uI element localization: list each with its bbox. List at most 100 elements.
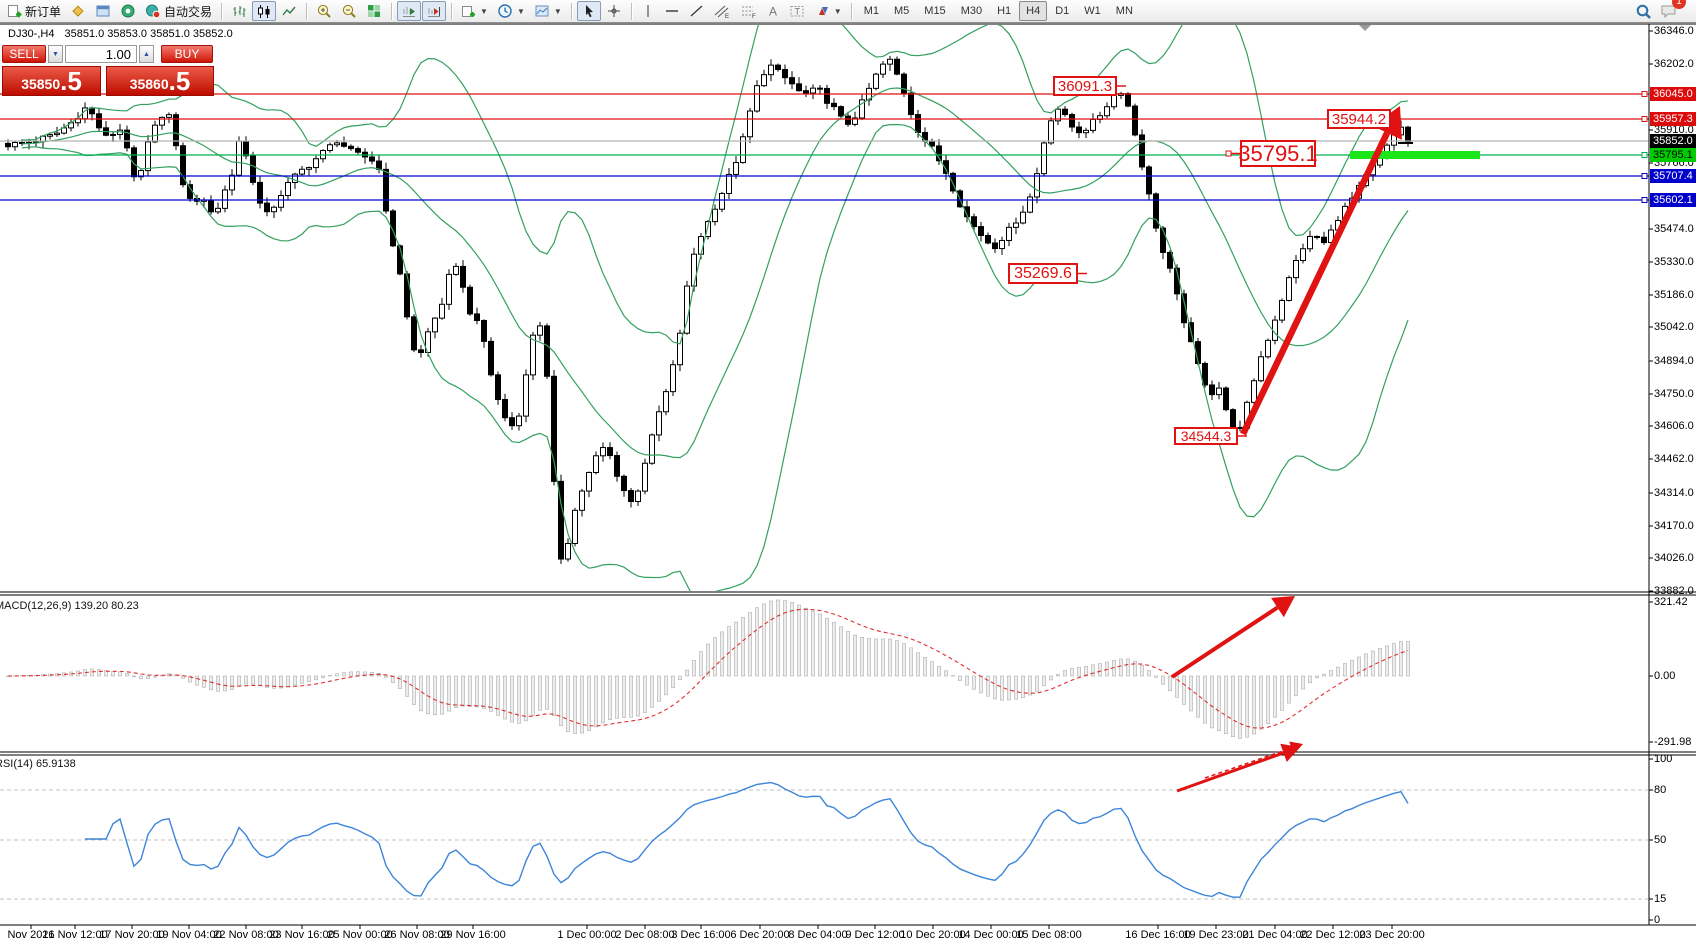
toolbar-separator [451,2,453,20]
buy-price-main: 35860 [129,76,169,92]
tf-M15[interactable]: M15 [924,5,946,17]
volume-up-button[interactable]: ▲ [139,45,154,63]
bar-chart-button[interactable] [227,1,251,21]
rsi-pane [0,781,1648,900]
vertical-line-button[interactable] [637,1,659,21]
arrows-button[interactable]: ▼ [811,1,846,21]
indicators-icon [461,4,476,19]
navigator-button[interactable] [91,1,115,21]
notifications-button[interactable]: 1 [1660,0,1686,20]
toolbar-separator [221,2,223,20]
volume-down-button[interactable]: ▼ [48,45,63,63]
symbol-ohlc-line: DJ30-,H4 35851.0 35853.0 35851.0 35852.0 [8,28,233,40]
tf-H1[interactable]: H1 [997,5,1012,17]
dropdown-caret: ▼ [553,6,562,16]
horizontal-line-icon [664,3,680,19]
periods-button[interactable]: ▼ [493,1,529,21]
trendline-icon [689,3,705,19]
cursor-icon [581,3,597,19]
tf-D1[interactable]: D1 [1055,5,1070,17]
macd-pane [6,599,1411,739]
tf-M30[interactable]: M30 [960,5,983,17]
navigator-icon [95,3,111,19]
indicators-button[interactable]: ▼ [457,1,492,21]
crosshair-button[interactable] [602,1,626,21]
templates-button[interactable]: ▼ [530,1,566,21]
trend-arrow [1289,741,1303,755]
channel-icon: E [714,3,731,19]
svg-text:E: E [725,14,729,19]
green-highlight-bar [1350,151,1480,159]
tf-M5[interactable]: M5 [894,5,910,17]
toolbar-separator [570,2,572,20]
zoom-in-icon [316,3,332,19]
dropdown-caret: ▼ [833,6,842,16]
crosshair-icon [606,3,622,19]
candlestick-chart-button[interactable] [252,1,277,21]
chart-shift-marker [1359,25,1371,31]
timeframe-bar: M1 M5 M15 M30 H1 H4 D1 W1 MN [857,1,1140,21]
zoom-out-icon [341,3,357,19]
chart-shift-icon [426,4,442,19]
macd-signal-line [7,608,1409,729]
line-chart-button[interactable] [277,1,301,21]
svg-text:F: F [752,14,756,19]
notification-badge: 1 [1672,0,1686,9]
trendline-button[interactable] [685,1,709,21]
tf-H4[interactable]: H4 [1019,1,1048,21]
text-label-icon: T [789,3,806,19]
highlight [1350,151,1480,159]
sell-button[interactable]: SELL [2,45,46,63]
buy-price-display[interactable]: 35860.5 [106,66,214,96]
svg-text:A: A [769,5,777,19]
toolbar-separator [391,2,393,20]
chart-shift-button[interactable] [422,1,447,21]
zoom-in-button[interactable] [312,1,336,21]
vertical-line-icon [641,3,655,19]
volume-input[interactable]: 1.00 [65,45,137,63]
arrows-icon [815,3,830,19]
new-order-label: 新订单 [25,4,62,19]
annotation-marks [1078,85,1402,793]
fibonacci-button[interactable]: F [736,1,761,21]
text-label-button[interactable]: T [785,1,810,21]
line-chart-icon [281,4,297,19]
cursor-button[interactable] [576,1,601,21]
buy-button[interactable]: BUY [161,45,213,63]
tf-W1[interactable]: W1 [1084,5,1101,17]
auto-trading-button[interactable]: 自动交易 [141,1,216,21]
channel-button[interactable]: E [710,1,735,21]
horizontal-line-button[interactable] [660,1,684,21]
bollinger-bands [21,25,1409,591]
search-icon[interactable] [1635,3,1652,20]
ohlc-values: 35851.0 35853.0 35851.0 35852.0 [64,28,233,40]
text-button[interactable]: A [762,1,784,21]
bb-upper [21,25,1409,345]
market-watch-button[interactable] [66,1,90,21]
clock-icon [497,3,513,19]
sell-price-display[interactable]: 35850.5 [2,66,101,96]
auto-scroll-button[interactable] [397,1,422,21]
buy-price-pip: .5 [168,66,191,96]
main-toolbar: 新订单 自动交易 ▼ ▼ ▼ E F A T ▼ M1 M5 M15 M30 H1 H4 D… [0,0,1696,23]
text-icon: A [766,3,780,19]
zoom-out-button[interactable] [337,1,361,21]
tile-windows-button[interactable] [362,1,386,21]
data-window-icon [120,3,136,19]
dropdown-caret: ▼ [480,6,488,16]
new-order-button[interactable]: 新订单 [3,1,65,21]
auto-trading-icon [145,3,161,19]
auto-scroll-icon [401,4,417,19]
tf-M1[interactable]: M1 [863,5,879,17]
toolbar-separator [306,2,308,20]
rsi-line [85,781,1409,898]
fibonacci-icon: F [740,3,757,19]
sell-price-pip: .5 [60,66,82,96]
data-window-button[interactable] [116,1,140,21]
sell-price-main: 35850 [21,76,61,92]
bar-chart-icon [231,4,247,19]
dropdown-caret: ▼ [516,6,525,16]
tf-MN[interactable]: MN [1115,5,1133,17]
symbol-period: DJ30-,H4 [8,28,55,40]
